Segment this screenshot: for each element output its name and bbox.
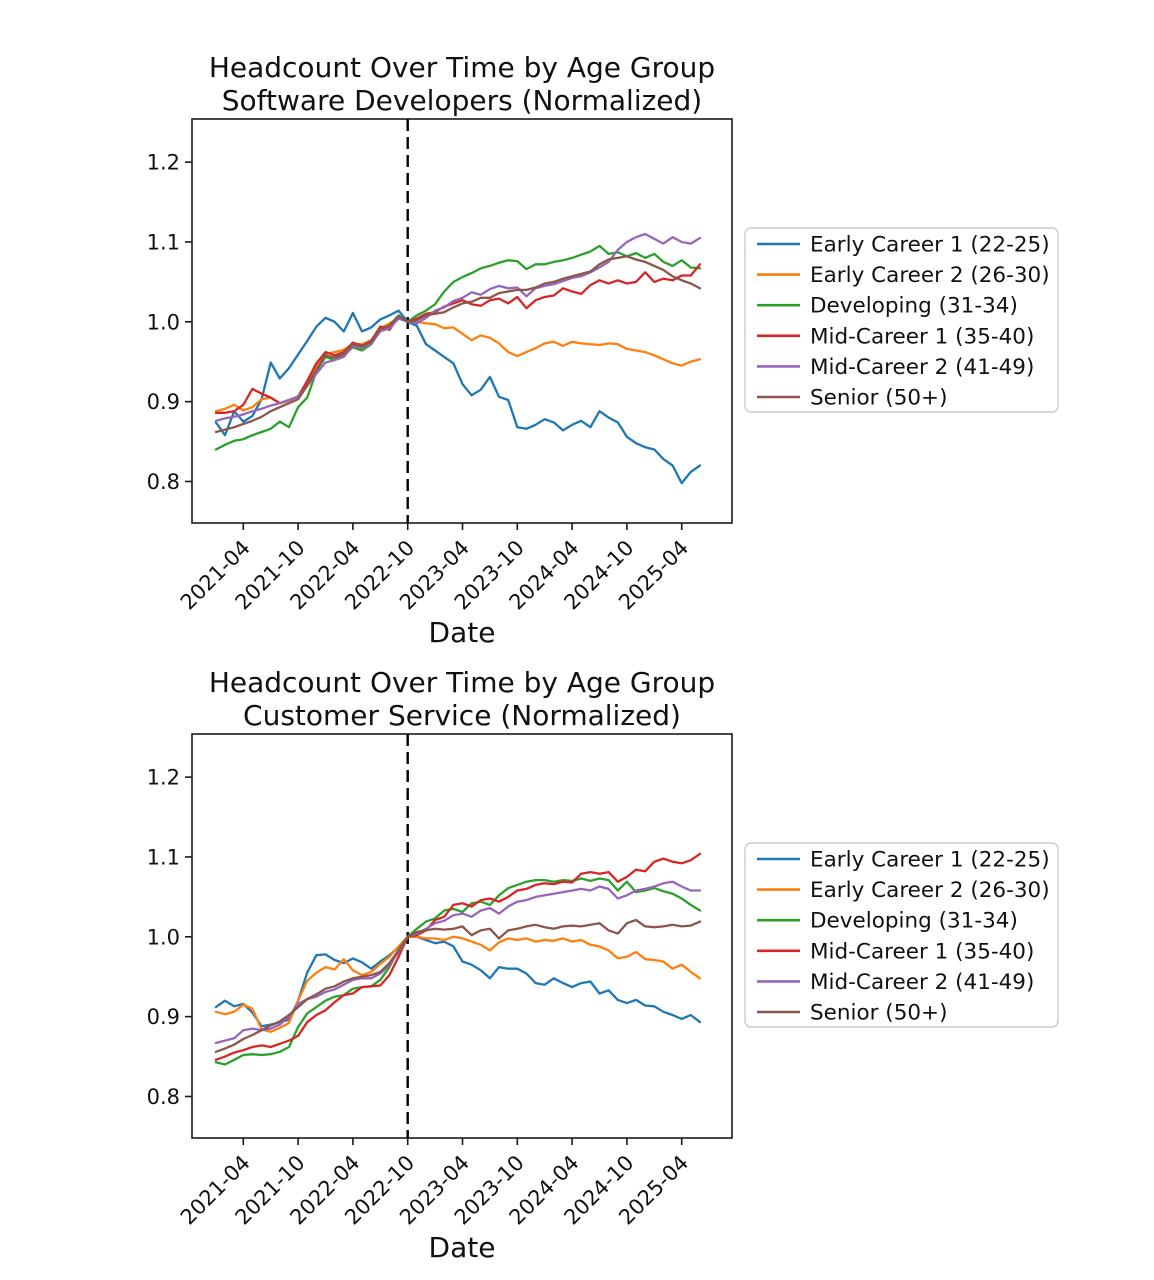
series-line-early-career-2-26-30 [214, 316, 702, 413]
plot-frame [191, 118, 733, 524]
chart-title: Headcount Over Time by Age Group [209, 666, 715, 699]
legend-box [744, 842, 1059, 1028]
y-axis-tick-label: 1.0 [147, 310, 180, 334]
legend-label-mid-career-1-35-40: Mid-Career 1 (35-40) [810, 324, 1034, 349]
series-line-senior-50 [214, 918, 702, 1053]
series-line-mid-career-2-41-49 [214, 232, 702, 422]
chart-software-developers: Headcount Over Time by Age Group Softwar… [147, 51, 1059, 648]
x-axis-label: Date [429, 1231, 496, 1264]
y-axis-tick-label: 1.2 [147, 766, 180, 790]
legend-box [744, 227, 1059, 413]
y-axis-tick-label: 0.9 [147, 1005, 180, 1029]
chart-title: Headcount Over Time by Age Group [209, 51, 715, 84]
legend: Early Career 1 (22-25) Early Career 2 (26… [744, 227, 1059, 413]
chart-svg-software-developers: Headcount Over Time by Age Group Softwar… [147, 51, 1059, 648]
plot-area: 0.80.91.01.11.22021-042021-102022-042022… [147, 733, 1059, 1230]
legend-label-early-career-1-22-25: Early Career 1 (22-25) [810, 848, 1050, 873]
y-axis-tick-label: 1.2 [147, 151, 180, 175]
series-line-early-career-1-22-25 [214, 309, 702, 485]
y-axis-tick-label: 1.1 [147, 845, 180, 869]
y-axis-tick-label: 0.9 [147, 390, 180, 414]
chart-svg-customer-service: Headcount Over Time by Age Group Custome… [147, 666, 1059, 1264]
plot-area: 0.80.91.01.11.22021-042021-102022-042022… [147, 118, 1059, 615]
legend-label-mid-career-2-41-49: Mid-Career 2 (41-49) [810, 355, 1034, 380]
plot-frame [191, 733, 733, 1139]
legend-label-mid-career-1-35-40: Mid-Career 1 (35-40) [810, 939, 1034, 964]
chart-customer-service: Headcount Over Time by Age Group Custome… [0, 615, 1154, 1280]
series-line-mid-career-1-35-40 [214, 263, 702, 414]
legend-label-senior-50: Senior (50+) [810, 386, 947, 411]
legend-label-mid-career-2-41-49: Mid-Career 2 (41-49) [810, 970, 1034, 995]
series-line-senior-50 [214, 255, 702, 434]
legend-label-developing-31-34: Developing (31-34) [810, 294, 1018, 319]
legend-label-early-career-2-26-30: Early Career 2 (26-30) [810, 263, 1050, 288]
series-line-mid-career-2-41-49 [214, 880, 702, 1045]
legend: Early Career 1 (22-25) Early Career 2 (26… [744, 842, 1059, 1028]
series-line-early-career-1-22-25 [214, 935, 702, 1028]
legend-label-senior-50: Senior (50+) [810, 1001, 947, 1026]
y-axis-tick-label: 0.8 [147, 470, 180, 494]
legend-label-developing-31-34: Developing (31-34) [810, 909, 1018, 934]
chart-subtitle: Software Developers (Normalized) [222, 84, 702, 117]
series-line-developing-31-34 [214, 244, 702, 451]
y-axis-tick-label: 0.8 [147, 1085, 180, 1109]
chart-subtitle: Customer Service (Normalized) [243, 699, 681, 732]
legend-label-early-career-1-22-25: Early Career 1 (22-25) [810, 233, 1050, 258]
legend-label-early-career-2-26-30: Early Career 2 (26-30) [810, 878, 1050, 903]
series-line-mid-career-1-35-40 [214, 852, 702, 1061]
y-axis-tick-label: 1.0 [147, 925, 180, 949]
y-axis-tick-label: 1.1 [147, 230, 180, 254]
series-line-developing-31-34 [214, 877, 702, 1066]
x-axis-label: Date [429, 616, 496, 648]
